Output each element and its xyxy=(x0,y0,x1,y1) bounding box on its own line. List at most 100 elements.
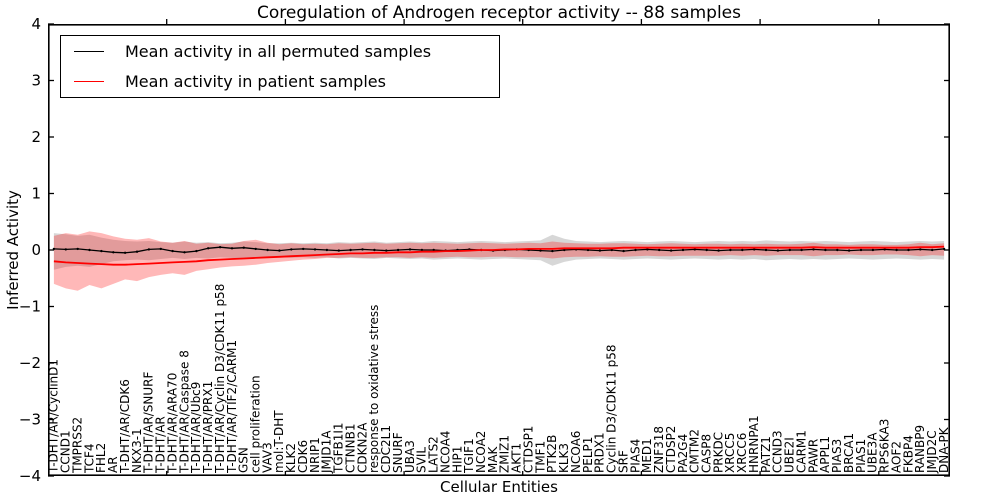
series-marker xyxy=(741,248,744,252)
x-category-label: CTDSP2 xyxy=(664,426,678,473)
series-marker xyxy=(598,249,602,252)
x-category-label: APPL1 xyxy=(818,436,832,473)
series-marker xyxy=(123,251,127,254)
series-marker xyxy=(705,248,708,252)
x-category-label: TCF4 xyxy=(82,443,96,474)
y-tick-label: 1 xyxy=(31,185,41,203)
legend-label-permuted: Mean activity in all permuted samples xyxy=(125,42,432,61)
series-marker xyxy=(895,248,898,252)
y-tick-label: 3 xyxy=(31,72,41,90)
series-marker xyxy=(266,248,269,252)
x-category-label: ZMIZ1 xyxy=(498,435,512,473)
x-category-label: PIAS3 xyxy=(830,439,844,473)
x-category-label: CMTM2 xyxy=(688,429,702,473)
y-tick-label: −4 xyxy=(19,467,41,485)
x-category-label: AR xyxy=(106,456,120,473)
series-marker xyxy=(824,248,827,252)
series-marker xyxy=(408,248,412,251)
x-category-label: RPS6KA3 xyxy=(878,419,892,473)
y-axis-title: Inferred Activity xyxy=(4,190,22,310)
legend-entry-patient: Mean activity in patient samples xyxy=(61,67,499,96)
x-category-label: LATS2 xyxy=(427,436,441,473)
y-tick-label: 2 xyxy=(31,128,41,146)
x-category-label: TGIF1 xyxy=(462,438,476,474)
x-category-label: SVIL xyxy=(415,447,429,473)
x-category-label: HNRNPA1 xyxy=(747,415,761,473)
series-marker xyxy=(563,248,566,252)
x-category-label: MAK xyxy=(486,445,500,473)
x-category-label: T-DHT/AR/Ubc9 xyxy=(189,382,203,474)
series-marker xyxy=(183,251,186,254)
y-tick-label: −2 xyxy=(19,354,41,372)
series-marker xyxy=(646,248,649,251)
series-marker xyxy=(919,248,922,251)
x-category-label: PRKDC xyxy=(711,432,725,473)
series-marker xyxy=(207,247,210,250)
series-marker xyxy=(254,247,257,251)
x-category-label: cell proliferation xyxy=(249,375,263,473)
x-category-label: FHL2 xyxy=(94,443,108,473)
series-marker xyxy=(836,248,839,252)
x-category-label: MED1 xyxy=(640,438,654,473)
x-category-label: PATZ1 xyxy=(759,436,773,473)
series-marker xyxy=(195,249,198,253)
x-category-label: UBA3 xyxy=(403,440,417,473)
x-category-label: AKT1 xyxy=(510,443,524,473)
x-category-label: CASP8 xyxy=(700,434,714,473)
x-category-label: SRF xyxy=(616,450,630,473)
x-category-label: NRIP1 xyxy=(308,437,322,473)
permuted-line-sample xyxy=(74,51,104,52)
y-tick-label: −1 xyxy=(19,298,41,316)
series-marker xyxy=(729,248,732,252)
y-tick-label: 0 xyxy=(31,241,41,259)
x-category-label: JMJD1A xyxy=(320,430,334,474)
x-category-label: NKX3-1 xyxy=(130,428,144,473)
series-marker xyxy=(218,246,222,249)
series-marker xyxy=(586,248,590,252)
x-category-label: HIP1 xyxy=(450,446,464,473)
x-category-label: T-DHT/AR/TIF2/CARM1 xyxy=(225,340,239,474)
series-marker xyxy=(112,251,115,254)
series-marker xyxy=(171,249,174,253)
series-marker xyxy=(693,248,696,251)
series-marker xyxy=(800,248,803,252)
x-category-label: CTDSP1 xyxy=(522,426,536,473)
x-category-label: Cyclin D3/CDK11 p58 xyxy=(605,344,619,473)
series-marker xyxy=(871,248,875,252)
series-marker xyxy=(622,249,625,253)
series-marker xyxy=(302,247,305,251)
series-marker xyxy=(373,248,376,252)
x-category-label: TMF1 xyxy=(533,441,547,474)
x-category-label: PIAS4 xyxy=(628,439,642,473)
x-category-label: JMJD2C xyxy=(925,430,939,474)
y-tick-label: 4 xyxy=(31,15,41,33)
x-category-label: TMPRSS2 xyxy=(71,417,85,474)
x-category-label: UBE3A xyxy=(866,432,880,473)
series-marker xyxy=(539,249,542,252)
series-marker xyxy=(883,248,886,251)
legend: Mean activity in all permuted samples Me… xyxy=(60,35,500,98)
x-category-label: DNA-PK xyxy=(937,426,951,473)
series-marker xyxy=(717,249,720,252)
x-category-label: CCND3 xyxy=(771,430,785,473)
series-marker xyxy=(432,248,435,252)
x-category-label: AOF2 xyxy=(889,441,903,473)
legend-label-patient: Mean activity in patient samples xyxy=(125,72,386,91)
x-category-label: RANBP9 xyxy=(913,425,927,473)
x-category-label: XRCC5 xyxy=(723,433,737,473)
series-marker xyxy=(396,248,400,252)
series-marker xyxy=(859,248,863,252)
series-marker xyxy=(361,248,364,251)
x-category-label: KLK2 xyxy=(284,443,298,473)
x-category-label: PIAS1 xyxy=(854,439,868,473)
series-marker xyxy=(337,249,340,252)
series-marker xyxy=(230,247,234,250)
x-category-label: T-DHT/AR xyxy=(154,416,168,474)
patient-line-sample xyxy=(74,81,104,82)
series-marker xyxy=(753,248,756,251)
x-category-label: CDK6 xyxy=(296,440,310,473)
series-marker xyxy=(669,249,673,252)
series-marker xyxy=(764,248,768,252)
